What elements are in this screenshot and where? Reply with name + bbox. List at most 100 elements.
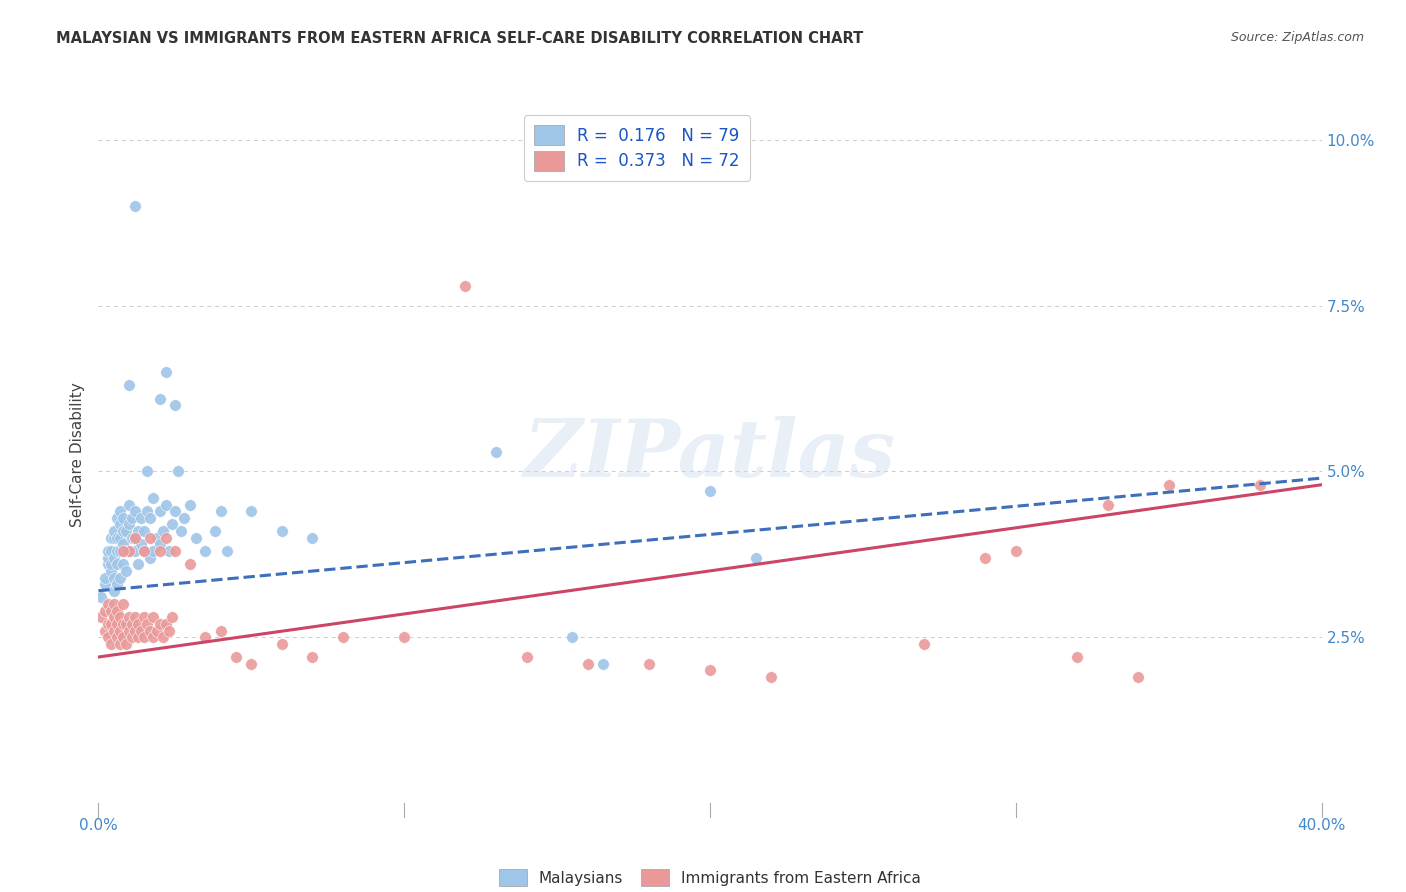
Point [485,444,508,458]
Point [124,610,146,624]
Point [108,610,131,624]
Text: 40.0%: 40.0% [1298,818,1346,832]
Point [111,544,134,558]
Point [301,650,323,665]
Point [637,657,661,671]
Point [157,624,180,638]
Point [111,537,134,551]
Point [105,511,128,525]
Point [105,630,128,644]
Point [108,531,131,545]
Point [1004,544,1026,558]
Point [118,544,141,558]
Point [592,657,614,671]
Point [108,544,131,558]
Point [105,558,128,572]
Point [121,531,143,545]
Point [186,531,208,545]
Point [115,544,138,558]
Point [100,564,122,578]
Point [139,531,162,545]
Point [124,624,146,638]
Point [93,577,115,591]
Point [142,630,165,644]
Point [97,558,120,572]
Point [105,544,128,558]
Point [118,378,141,392]
Point [97,544,120,558]
Point [454,279,477,293]
Point [240,504,263,518]
Point [204,524,226,538]
Point [561,630,583,644]
Point [111,630,134,644]
Point [124,531,146,545]
Point [270,637,292,651]
Point [160,517,183,532]
Point [100,616,122,631]
Point [124,531,146,545]
Point [155,498,177,512]
Point [115,564,138,578]
Point [111,616,134,631]
Point [108,570,131,584]
Point [105,577,128,591]
Point [225,650,247,665]
Point [121,511,143,525]
Point [139,511,162,525]
Point [90,591,112,605]
Point [103,583,125,598]
Point [270,524,292,538]
Point [149,537,172,551]
Point [127,524,149,538]
Point [108,504,131,518]
Point [209,504,232,518]
Point [149,544,172,558]
Point [170,524,193,538]
Point [1157,477,1180,491]
Point [152,630,174,644]
Point [699,484,721,499]
Point [157,544,180,558]
Point [129,624,152,638]
Point [142,544,165,558]
Point [215,544,238,558]
Point [129,537,152,551]
Point [100,604,122,618]
Point [332,630,354,644]
Point [576,657,599,671]
Point [134,524,156,538]
Point [167,465,190,479]
Point [118,610,141,624]
Text: Source: ZipAtlas.com: Source: ZipAtlas.com [1230,31,1364,45]
Point [111,524,134,538]
Point [97,630,120,644]
Point [103,524,125,538]
Point [103,550,125,565]
Point [118,498,141,512]
Point [111,511,134,525]
Point [100,544,122,558]
Point [149,504,172,518]
Point [155,531,177,545]
Point [1097,498,1119,512]
Point [93,604,115,618]
Point [142,610,165,624]
Legend: Malaysians, Immigrants from Eastern Africa: Malaysians, Immigrants from Eastern Afri… [494,863,927,892]
Text: ZIPatlas: ZIPatlas [524,417,896,493]
Point [100,558,122,572]
Point [129,511,152,525]
Point [745,550,768,565]
Point [155,616,177,631]
Point [1066,650,1088,665]
Point [145,531,167,545]
Point [124,544,146,558]
Point [105,616,128,631]
Point [100,637,122,651]
Point [100,531,122,545]
Point [699,663,721,677]
Point [139,624,162,638]
Y-axis label: Self-Care Disability: Self-Care Disability [70,383,86,527]
Point [145,624,167,638]
Point [179,558,201,572]
